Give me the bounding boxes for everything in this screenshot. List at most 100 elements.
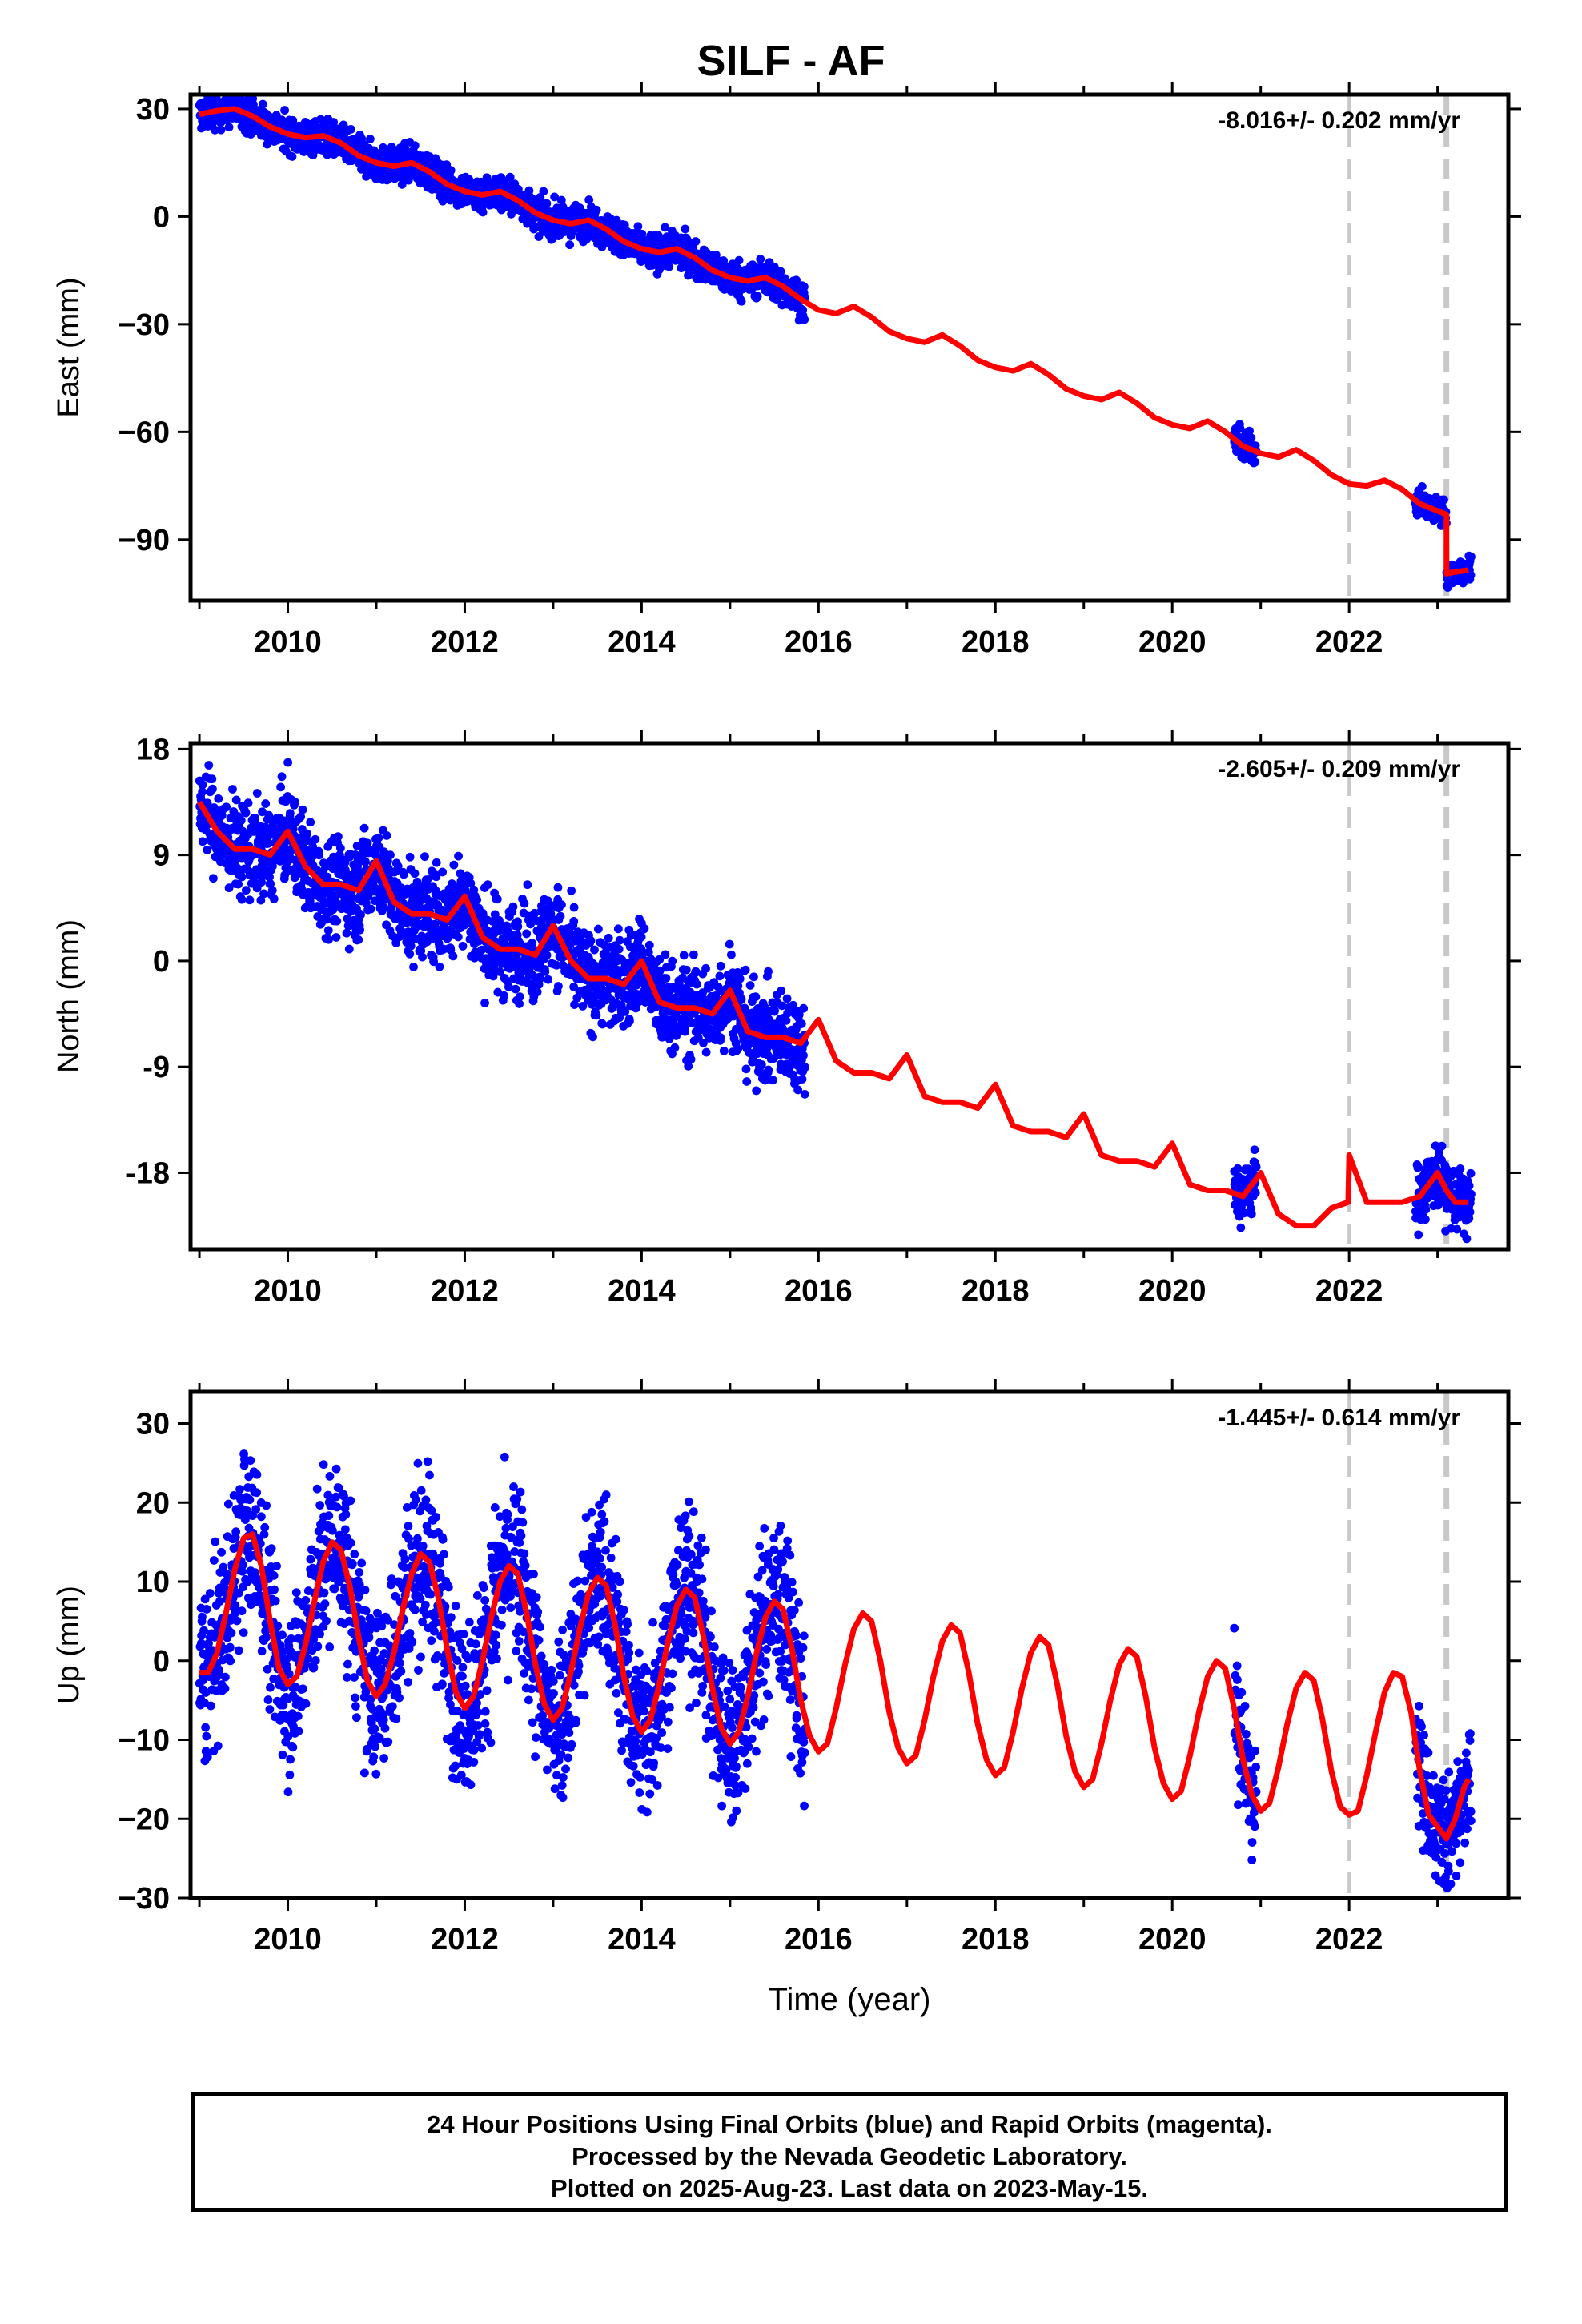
observation-point	[681, 965, 691, 975]
observation-point	[699, 1039, 708, 1047]
y-tick-label: 18	[136, 733, 170, 766]
observation-point	[263, 1695, 273, 1704]
observation-point	[569, 982, 579, 991]
observation-point	[354, 935, 363, 944]
observation-point	[751, 992, 761, 1002]
x-tick-label: 2010	[254, 625, 322, 659]
observation-point	[550, 192, 560, 202]
north-velocity-label: -2.605+/- 0.209 mm/yr	[1218, 756, 1460, 782]
observation-point	[399, 870, 408, 879]
observation-point	[272, 1562, 281, 1570]
observation-point	[291, 798, 299, 806]
observation-point	[331, 933, 341, 942]
north-panel: 2010 2012 2014 2016 2018 2020 2022-18-90918Nor…	[52, 730, 1521, 1308]
observation-point	[594, 924, 603, 934]
observation-point	[542, 199, 552, 208]
observation-point	[532, 987, 542, 996]
observation-point	[636, 932, 646, 942]
observation-point	[520, 899, 529, 908]
y-tick-label: 30	[136, 93, 170, 127]
observation-point	[1247, 1209, 1256, 1219]
observation-point	[227, 1628, 236, 1638]
observation-point	[213, 1741, 223, 1751]
observation-point	[287, 152, 297, 161]
observation-point	[226, 1642, 235, 1652]
observation-point	[1464, 1181, 1474, 1190]
observation-point	[257, 1647, 267, 1656]
observation-point	[267, 1544, 276, 1554]
observation-point	[800, 282, 809, 292]
observation-point	[283, 1731, 293, 1741]
observation-point	[237, 1606, 247, 1616]
observation-point	[237, 895, 247, 904]
observation-point	[1467, 1189, 1476, 1199]
observation-point	[278, 1647, 287, 1656]
observation-point	[393, 862, 403, 871]
observation-point	[764, 967, 773, 976]
observation-point	[366, 904, 375, 914]
observation-point	[668, 956, 677, 966]
observation-point	[201, 1723, 211, 1732]
x-tick-label: 2020	[1138, 1274, 1207, 1308]
observation-point	[1250, 1145, 1259, 1155]
observation-point	[716, 1033, 725, 1042]
observation-point	[1421, 1204, 1431, 1214]
observation-point	[768, 1076, 777, 1085]
observation-point	[239, 1461, 249, 1470]
y-tick-label: −30	[118, 308, 170, 342]
observation-point	[716, 961, 725, 971]
observation-point	[208, 874, 218, 883]
observation-point	[757, 1059, 766, 1069]
observation-point	[374, 833, 383, 842]
observation-point	[655, 966, 665, 975]
observation-point	[283, 1787, 293, 1797]
y-tick-label: 0	[153, 200, 170, 234]
observation-point	[586, 936, 596, 946]
east-frame	[188, 92, 1511, 603]
x-tick-label: 2010	[254, 1274, 322, 1308]
observation-point	[203, 845, 212, 854]
observation-point	[410, 141, 420, 151]
observation-point	[308, 842, 318, 851]
observation-point	[535, 972, 544, 982]
observation-point	[483, 880, 492, 890]
observation-point	[198, 787, 207, 797]
observation-point	[343, 914, 352, 923]
observation-point	[1245, 426, 1254, 436]
observation-point	[438, 196, 448, 206]
observation-point	[283, 758, 293, 767]
east-observations	[195, 94, 1476, 592]
observation-point	[238, 1566, 247, 1576]
observation-point	[262, 1501, 271, 1510]
observation-point	[782, 994, 792, 1003]
observation-point	[432, 872, 441, 882]
observation-point	[420, 852, 429, 862]
observation-point	[741, 1064, 751, 1074]
observation-point	[263, 1664, 272, 1674]
observation-point	[797, 1075, 807, 1084]
y-tick-label: -9	[143, 1051, 170, 1084]
observation-point	[725, 939, 734, 949]
observation-point	[613, 924, 623, 934]
observation-point	[752, 1086, 761, 1096]
observation-point	[226, 814, 235, 823]
observation-point	[733, 1044, 743, 1054]
observation-point	[801, 1063, 810, 1072]
observation-point	[363, 838, 372, 848]
station-title: SILF - AF	[697, 37, 885, 85]
observation-point	[228, 785, 237, 794]
observation-point	[298, 805, 307, 814]
observation-point	[458, 942, 468, 951]
observation-point	[315, 850, 324, 860]
observation-point	[277, 772, 287, 782]
observation-point	[588, 1032, 597, 1042]
observation-point	[472, 895, 482, 904]
observation-point	[222, 802, 231, 812]
observation-point	[322, 915, 331, 924]
observation-point	[554, 982, 563, 991]
observation-point	[449, 860, 459, 870]
observation-point	[199, 1626, 208, 1635]
observation-point	[477, 945, 486, 955]
observation-point	[344, 944, 354, 954]
